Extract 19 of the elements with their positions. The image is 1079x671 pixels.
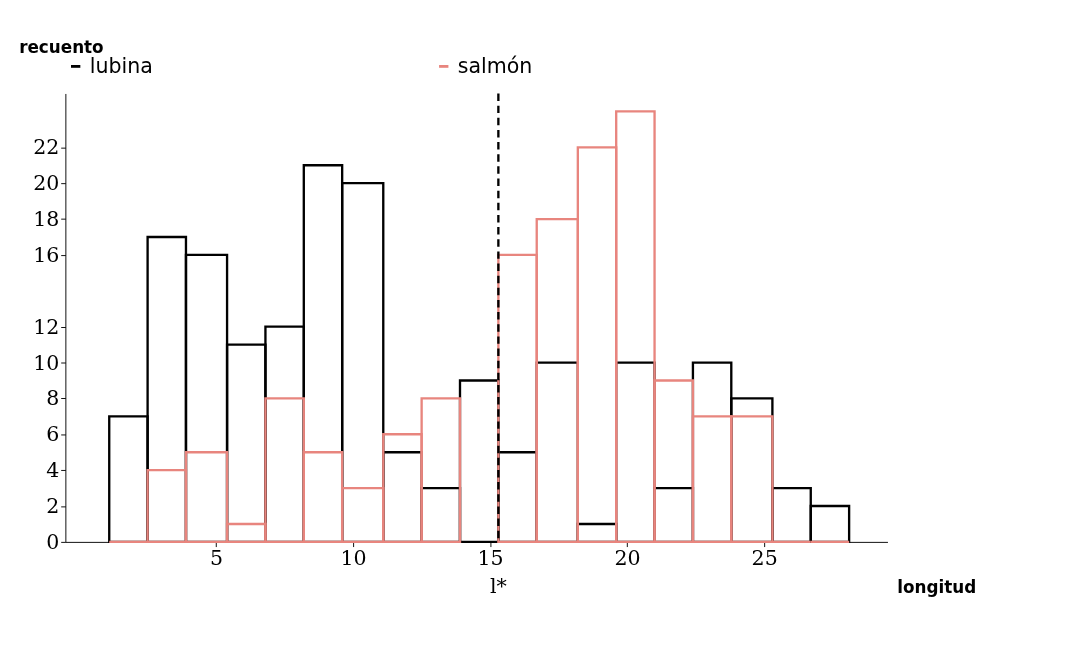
x-tick-label: 15 — [477, 545, 504, 570]
x-tick-label: 25 — [751, 545, 778, 570]
y-tick-label: 18 — [33, 207, 60, 232]
y-tick-label: 2 — [46, 494, 60, 519]
y-tick-label: 12 — [33, 314, 60, 339]
y-tick-label: 10 — [33, 350, 60, 375]
x-tick-label: 10 — [340, 545, 367, 570]
legend-label: salmón — [457, 53, 533, 78]
x-axis-title: longitud — [897, 576, 977, 597]
y-tick-label: 6 — [46, 422, 60, 447]
y-tick-label: 4 — [46, 458, 60, 483]
x-tick-label: 5 — [210, 545, 224, 570]
ref-line-label: l* — [489, 574, 507, 599]
y-tick-label: 22 — [33, 135, 60, 160]
x-tick-label: 20 — [614, 545, 641, 570]
y-tick-label: 8 — [46, 386, 60, 411]
y-tick-label: 20 — [33, 171, 60, 196]
y-tick-label: 16 — [33, 242, 60, 267]
y-tick-label: 0 — [46, 529, 60, 554]
